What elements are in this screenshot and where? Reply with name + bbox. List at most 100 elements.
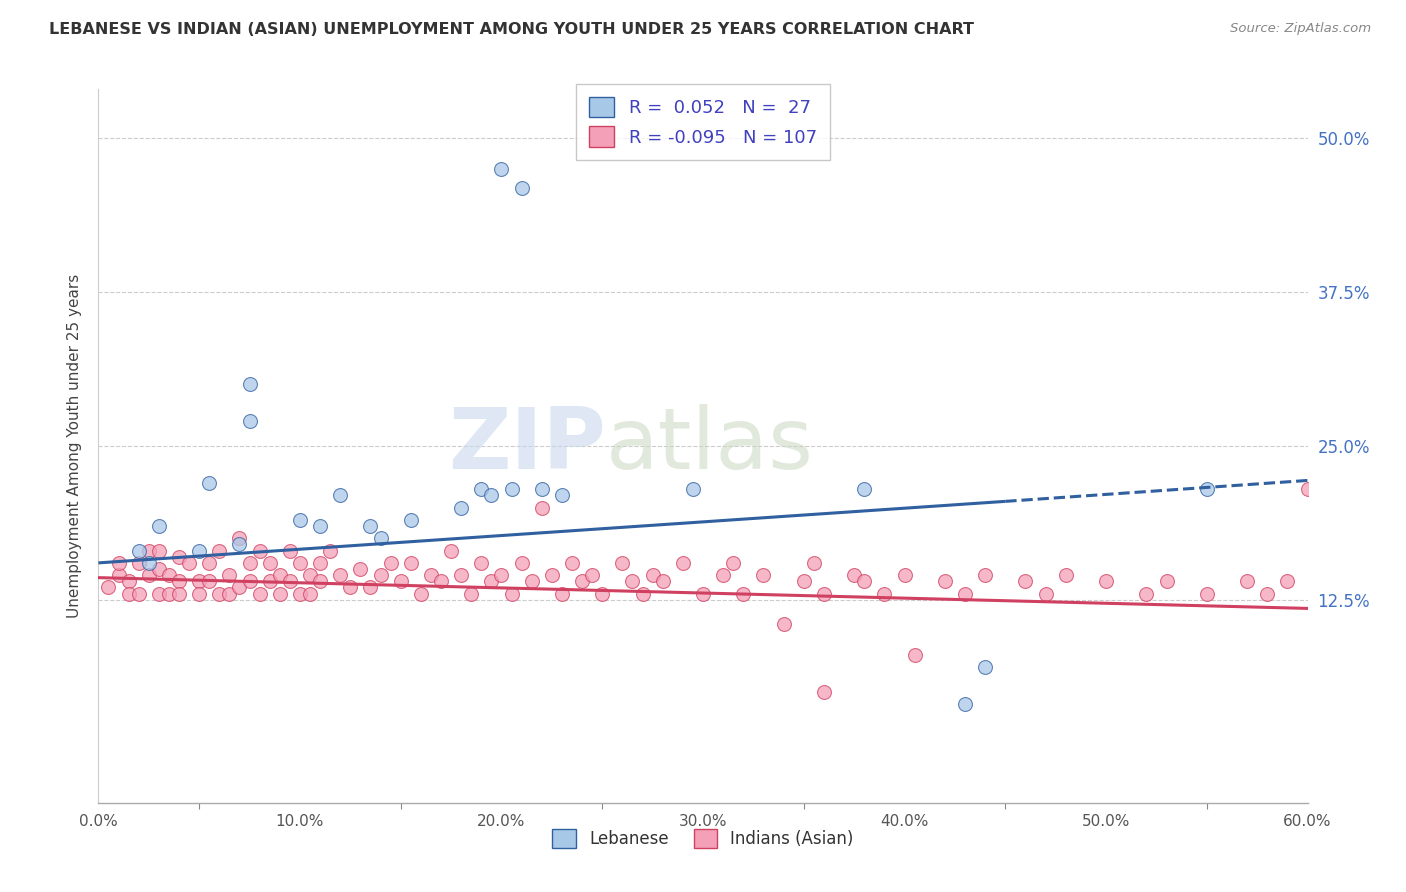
Legend: Lebanese, Indians (Asian): Lebanese, Indians (Asian): [546, 822, 860, 855]
Text: Source: ZipAtlas.com: Source: ZipAtlas.com: [1230, 22, 1371, 36]
Text: LEBANESE VS INDIAN (ASIAN) UNEMPLOYMENT AMONG YOUTH UNDER 25 YEARS CORRELATION C: LEBANESE VS INDIAN (ASIAN) UNEMPLOYMENT …: [49, 22, 974, 37]
Point: [934, 574, 956, 589]
Point: [672, 556, 695, 570]
Point: [501, 587, 523, 601]
Point: [239, 377, 262, 392]
Point: [259, 574, 281, 589]
Point: [501, 482, 523, 496]
Y-axis label: Unemployment Among Youth under 25 years: Unemployment Among Youth under 25 years: [67, 274, 83, 618]
Point: [339, 581, 361, 595]
Point: [148, 543, 170, 558]
Point: [148, 562, 170, 576]
Point: [167, 574, 190, 589]
Point: [481, 488, 503, 502]
Point: [470, 556, 492, 570]
Point: [470, 482, 492, 496]
Point: [551, 488, 574, 502]
Point: [208, 587, 231, 601]
Point: [723, 556, 745, 570]
Point: [128, 556, 150, 570]
Point: [1054, 568, 1077, 582]
Point: [259, 556, 281, 570]
Point: [288, 587, 311, 601]
Point: [530, 500, 553, 515]
Point: [128, 543, 150, 558]
Point: [239, 414, 262, 428]
Point: [813, 685, 835, 699]
Point: [1236, 574, 1258, 589]
Point: [581, 568, 603, 582]
Point: [460, 587, 482, 601]
Point: [904, 648, 927, 662]
Point: [167, 549, 190, 564]
Point: [399, 556, 422, 570]
Point: [733, 587, 755, 601]
Point: [1014, 574, 1036, 589]
Text: atlas: atlas: [606, 404, 814, 488]
Point: [682, 482, 704, 496]
Point: [752, 568, 775, 582]
Point: [148, 587, 170, 601]
Point: [269, 587, 291, 601]
Point: [772, 617, 794, 632]
Point: [107, 568, 129, 582]
Point: [370, 531, 392, 545]
Point: [249, 543, 271, 558]
Point: [1195, 587, 1218, 601]
Point: [157, 587, 180, 601]
Point: [360, 519, 382, 533]
Point: [430, 574, 453, 589]
Point: [450, 500, 472, 515]
Point: [803, 556, 825, 570]
Point: [551, 587, 574, 601]
Point: [198, 574, 221, 589]
Point: [530, 482, 553, 496]
Point: [510, 180, 533, 194]
Point: [107, 556, 129, 570]
Point: [853, 574, 876, 589]
Point: [974, 660, 997, 674]
Point: [299, 568, 322, 582]
Point: [1035, 587, 1057, 601]
Point: [853, 482, 876, 496]
Point: [239, 574, 262, 589]
Point: [561, 556, 583, 570]
Point: [188, 543, 211, 558]
Point: [1256, 587, 1278, 601]
Point: [288, 513, 311, 527]
Point: [793, 574, 815, 589]
Point: [399, 513, 422, 527]
Point: [249, 587, 271, 601]
Point: [97, 581, 120, 595]
Point: [571, 574, 593, 589]
Point: [288, 556, 311, 570]
Point: [208, 543, 231, 558]
Point: [188, 574, 211, 589]
Point: [218, 568, 240, 582]
Point: [278, 543, 301, 558]
Point: [148, 519, 170, 533]
Point: [974, 568, 997, 582]
Point: [228, 531, 250, 545]
Point: [631, 587, 654, 601]
Point: [118, 574, 141, 589]
Point: [329, 568, 352, 582]
Point: [278, 574, 301, 589]
Point: [198, 556, 221, 570]
Point: [1095, 574, 1118, 589]
Point: [309, 519, 332, 533]
Point: [510, 556, 533, 570]
Point: [440, 543, 463, 558]
Point: [612, 556, 634, 570]
Point: [953, 587, 976, 601]
Point: [491, 162, 513, 177]
Point: [813, 587, 835, 601]
Point: [239, 556, 262, 570]
Point: [692, 587, 714, 601]
Point: [138, 543, 160, 558]
Point: [138, 556, 160, 570]
Point: [389, 574, 412, 589]
Point: [380, 556, 402, 570]
Point: [118, 587, 141, 601]
Point: [893, 568, 915, 582]
